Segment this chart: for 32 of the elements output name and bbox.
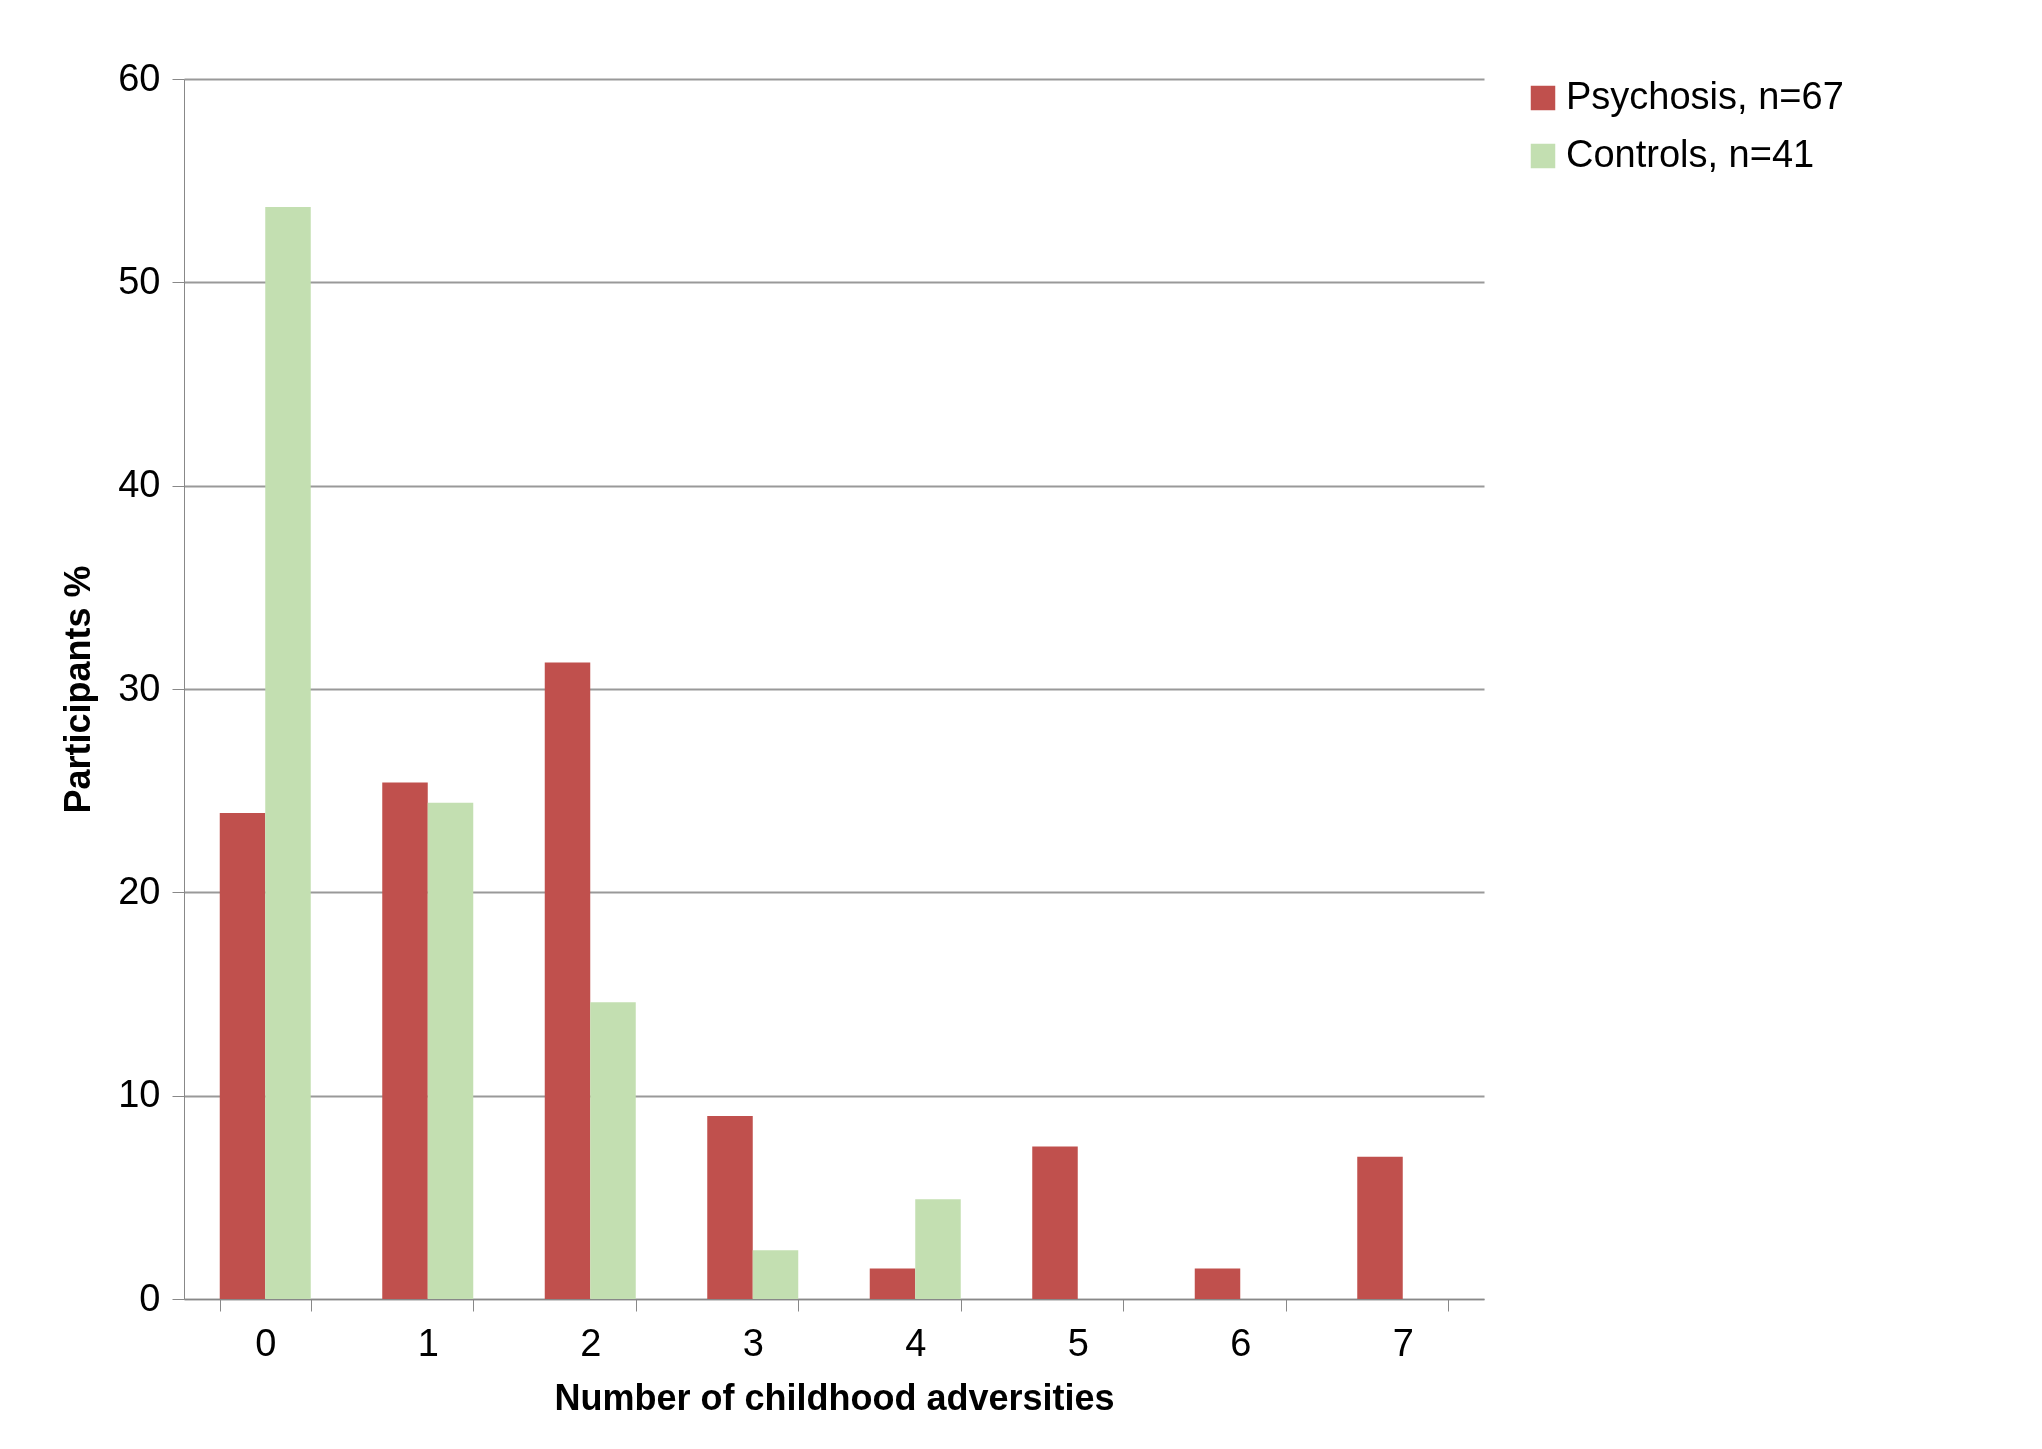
legend-label: Controls, n=41 (1566, 133, 1815, 175)
bar (427, 802, 474, 1299)
y-tick-label: 30 (118, 666, 161, 709)
y-axis-title: Participants % (57, 565, 99, 814)
bar (707, 1116, 753, 1299)
bar (1032, 1146, 1078, 1299)
y-tick-label: 50 (118, 259, 161, 302)
x-tick-label: 2 (580, 1321, 602, 1364)
y-tick-label: 0 (139, 1276, 161, 1319)
bar (869, 1268, 916, 1299)
bar (219, 813, 266, 1299)
y-tick-label: 10 (118, 1073, 161, 1116)
bar (1357, 1156, 1403, 1299)
x-tick-label: 3 (742, 1321, 764, 1364)
x-tick-label: 7 (1392, 1321, 1414, 1364)
y-tick-label: 40 (118, 463, 161, 506)
bar (1194, 1268, 1241, 1299)
bar (382, 782, 428, 1299)
x-tick-label: 5 (1067, 1321, 1089, 1364)
bar (590, 1002, 636, 1299)
x-tick-label: 0 (255, 1321, 277, 1364)
y-tick-label: 60 (118, 56, 161, 99)
legend-label: Psychosis, n=67 (1566, 75, 1844, 117)
x-tick-label: 1 (417, 1321, 439, 1364)
y-tick-label: 20 (118, 869, 161, 912)
bar (752, 1250, 799, 1299)
x-tick-label: 6 (1230, 1321, 1252, 1364)
bar (544, 662, 591, 1299)
bar (265, 207, 311, 1299)
x-tick-label: 4 (905, 1321, 927, 1364)
bar (915, 1199, 961, 1299)
x-axis-title: Number of childhood adversities (554, 1376, 1115, 1418)
